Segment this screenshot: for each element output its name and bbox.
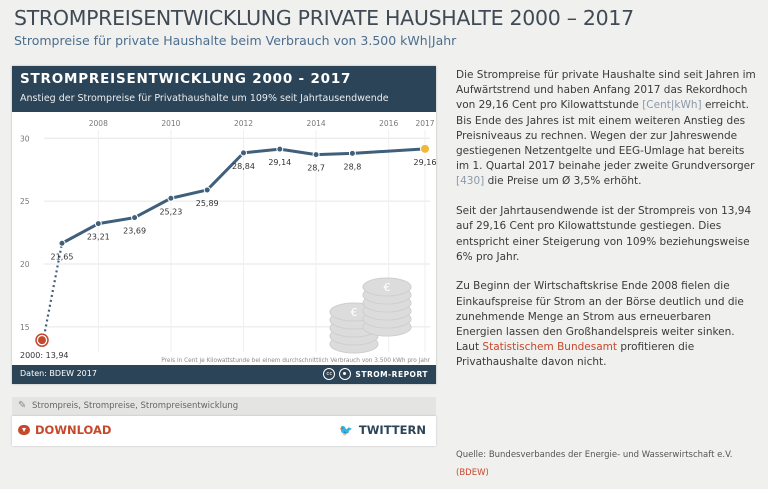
chart-card: STROMPREISENTWICKLUNG 2000 - 2017 Anstie… <box>12 66 436 384</box>
chart-note: Preis in Cent je Kilowattstunde bei eine… <box>161 358 430 364</box>
data-label: 23,69 <box>123 227 146 236</box>
data-point <box>58 239 66 247</box>
article-paragraph-1: Die Strompreise für private Haushalte si… <box>456 69 756 188</box>
data-label: 28,7 <box>307 164 325 173</box>
x-tick-label: 2008 <box>89 119 108 128</box>
price-line-chart: 15 20 25 30 2008 2010 2012 2014 2016 2017 € €2000: … <box>20 119 436 364</box>
data-point <box>240 149 247 157</box>
data-point <box>167 194 175 202</box>
y-tick-label: 15 <box>20 323 30 332</box>
brand-label: STROM-REPORT <box>355 369 428 379</box>
data-label: 29,14 <box>268 158 291 167</box>
download-button[interactable]: DOWNLOAD <box>18 423 111 437</box>
article-paragraph-2: Seit der Jahrtausendwende ist der Stromp… <box>456 205 752 263</box>
x-tick-label: 2014 <box>307 119 326 128</box>
data-point <box>94 220 102 228</box>
data-label: 21,65 <box>51 252 74 261</box>
data-label: 25,89 <box>196 199 219 208</box>
dotted-segment <box>42 243 64 337</box>
page-subtitle: Strompreise für private Haushalte beim V… <box>14 33 457 48</box>
x-tick-label: 2012 <box>234 119 253 128</box>
creative-commons-icon: cc <box>323 368 336 380</box>
data-point <box>312 151 320 159</box>
article-text: Die Strompreise für private Haushalte si… <box>456 68 756 385</box>
source-note: Quelle: Bundesverbandes der Energie- und… <box>456 450 733 478</box>
footer-source: Daten: BDEW 2017 <box>20 369 97 378</box>
x-tick-label: 2010 <box>161 119 180 128</box>
y-tick-label: 20 <box>20 260 30 269</box>
euro-coin-icon: € <box>351 306 358 319</box>
y-tick-label: 30 <box>20 134 30 143</box>
data-point <box>348 149 356 157</box>
page-title: STROMPREISENTWICKLUNG PRIVATE HAUSHALTE … <box>14 6 634 30</box>
download-label: DOWNLOAD <box>35 423 112 437</box>
bdew-link[interactable]: (BDEW) <box>456 468 489 478</box>
data-label: 28,8 <box>343 162 361 171</box>
data-point <box>420 143 430 154</box>
twitter-button[interactable]: 🐦 TWITTERN <box>339 423 426 437</box>
x-tick-label: 2016 <box>379 119 398 128</box>
tags-list[interactable]: Strompreis, Strompreise, Strompreisentwi… <box>32 401 239 411</box>
tags-bar: ✎ Strompreis, Strompreise, Strompreisent… <box>12 397 436 416</box>
twitter-bird-icon: 🐦 <box>339 423 353 437</box>
data-point <box>131 214 139 222</box>
coin-icon <box>362 277 412 297</box>
y-tick-label: 25 <box>20 197 30 206</box>
footer-branding: cc STROM-REPORT <box>323 368 428 380</box>
twitter-label: TWITTERN <box>358 423 426 437</box>
data-label: 23,21 <box>87 233 110 242</box>
data-point <box>276 145 284 153</box>
article-paragraph-3: Zu Beginn der Wirtschaftskrise Ende 2008… <box>456 280 744 369</box>
tag-icon: ✎ <box>18 400 27 411</box>
data-label: 25,23 <box>159 207 182 216</box>
statistisches-bundesamt-link[interactable]: Statistischem Bundesamt <box>482 341 617 354</box>
cloud-download-icon <box>18 425 30 435</box>
chart-subtitle: Anstieg der Strompreise für Privathausha… <box>20 93 389 104</box>
data-label: 2000: 13,94 <box>20 351 69 360</box>
x-tick-label: 2017 <box>415 119 434 128</box>
data-label: 29,16 <box>414 158 436 167</box>
footnote-reference[interactable]: [430] <box>456 175 485 188</box>
unit-reference: [Cent|kWh] <box>642 99 702 112</box>
action-bar: DOWNLOAD 🐦 TWITTERN <box>12 416 436 446</box>
chart-title: STROMPREISENTWICKLUNG 2000 - 2017 <box>20 71 352 87</box>
strom-report-logo-icon <box>339 368 352 380</box>
chart-footer: Daten: BDEW 2017 cc STROM-REPORT <box>12 365 436 384</box>
euro-coin-icon: € <box>384 281 391 294</box>
data-label: 28,84 <box>232 162 255 171</box>
data-point <box>37 335 47 346</box>
chart-header: STROMPREISENTWICKLUNG 2000 - 2017 Anstie… <box>12 66 436 112</box>
data-point <box>203 186 211 194</box>
series-line <box>61 147 426 245</box>
